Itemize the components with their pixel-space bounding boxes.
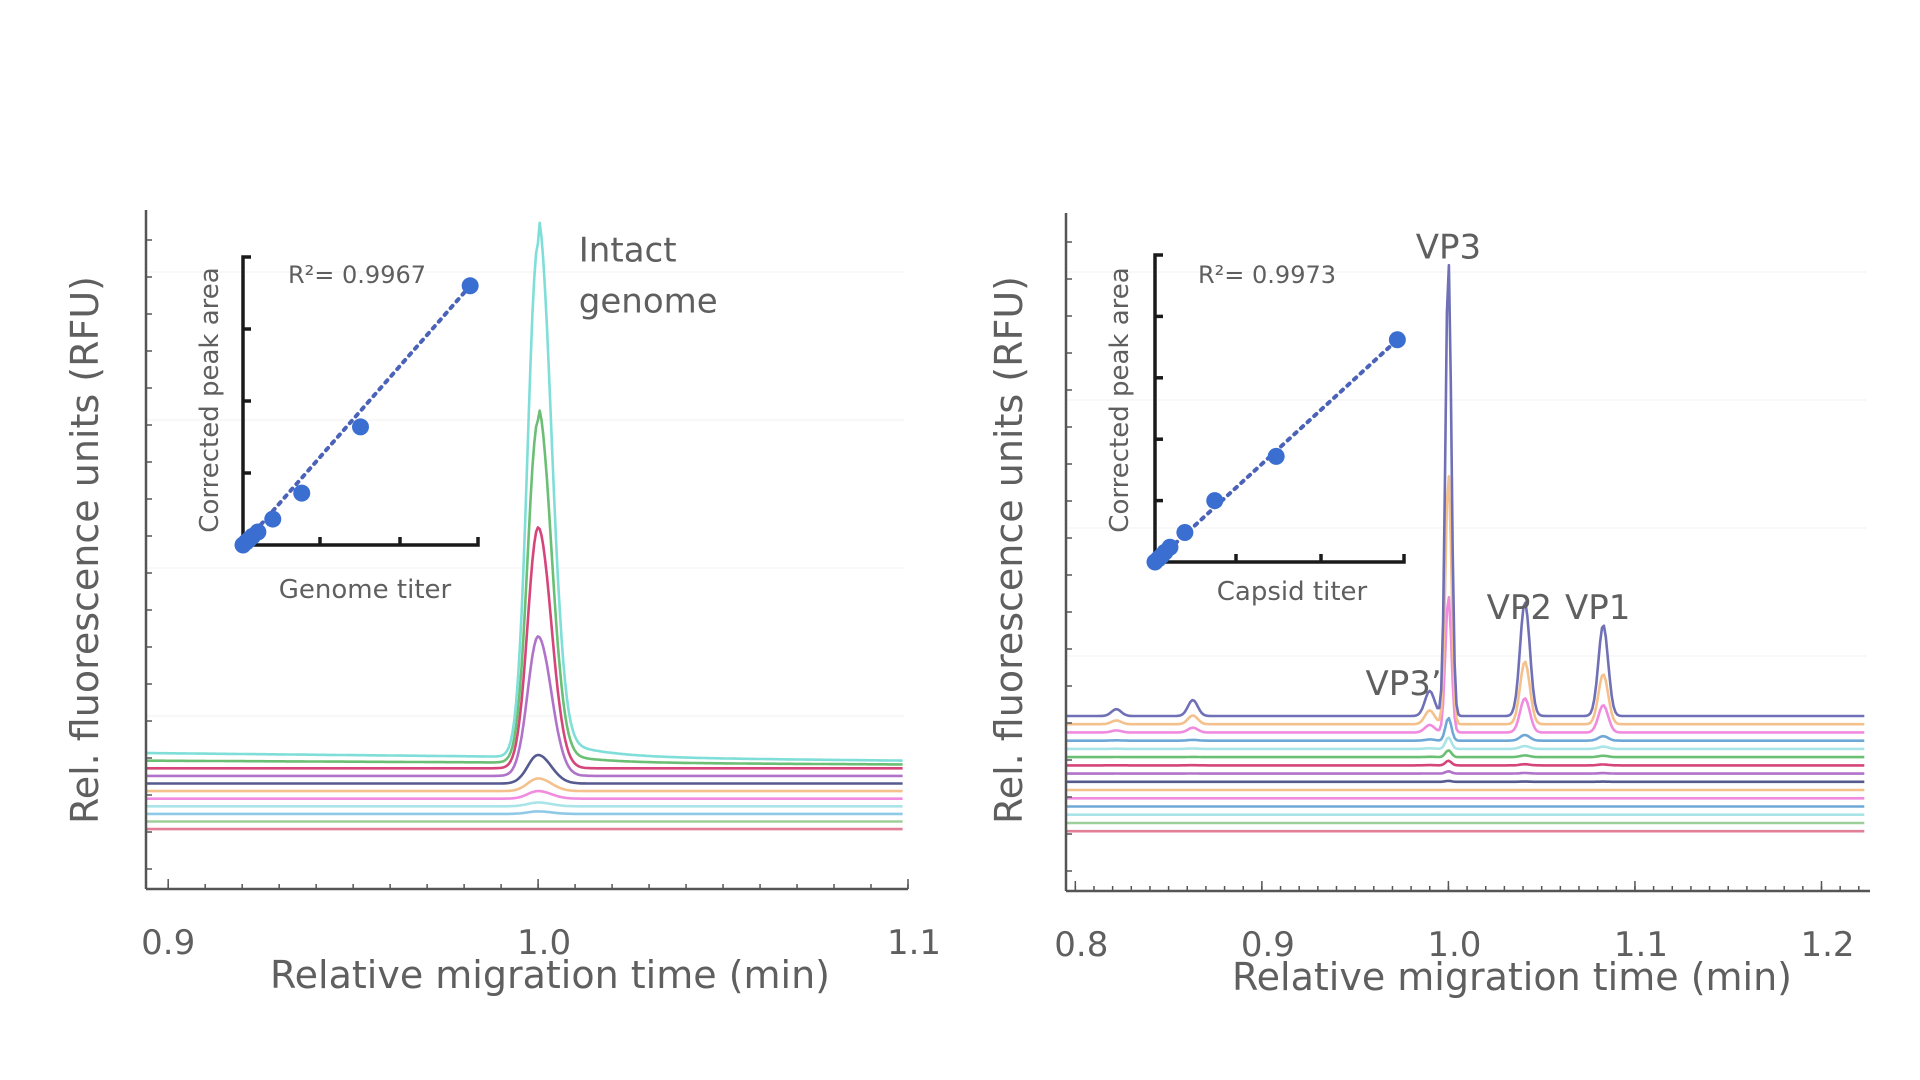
- x-tick-label: 1.2: [1800, 925, 1854, 965]
- inset-point: [1206, 492, 1224, 510]
- x-axis-title: Relative migration time (min): [1232, 955, 1792, 999]
- trace-trace-15: [1066, 263, 1865, 718]
- peak-annotation: VP2: [1487, 588, 1552, 628]
- trace-trace-8: [1066, 770, 1865, 775]
- gridlines: [1066, 271, 1866, 657]
- peak-annotation: Intact: [579, 231, 677, 271]
- inset-fit-line: [241, 283, 473, 547]
- x-tick-labels: 0.9 1.0 1.1: [141, 923, 941, 963]
- inset-axes: [1153, 253, 1406, 564]
- calibration-inset: R²= 0.9967 Genome titer Corrected peak are…: [195, 255, 480, 605]
- inset-point: [461, 277, 479, 295]
- inset-y-label: Corrected peak area: [1105, 267, 1135, 532]
- trace-trace-7: [1066, 779, 1865, 784]
- x-tick-label: 1.0: [517, 923, 571, 963]
- x-tick-label: 1.1: [887, 923, 941, 963]
- x-tick-label: 0.8: [1054, 925, 1108, 965]
- trace-trace-10: [146, 409, 903, 766]
- peak-annotation: VP3: [1416, 227, 1481, 267]
- trace-trace-7: [146, 753, 903, 785]
- trace-trace-6: [146, 777, 903, 793]
- x-tick-labels: 0.8 0.9 1.0 1.1 1.2: [1054, 925, 1854, 965]
- y-axis-title: Rel. fluorescence units (RFU): [987, 276, 1031, 824]
- x-axis-title: Relative migration time (min): [270, 953, 830, 997]
- trace-trace-11: [145, 221, 903, 762]
- r-squared-label: R²= 0.9973: [1198, 261, 1336, 289]
- x-tick-label: 1.1: [1614, 925, 1668, 965]
- genome-chart: 0.9 1.0 1.1 Relative migration time (min) …: [63, 210, 941, 997]
- trace-trace-12: [1066, 716, 1865, 742]
- y-ticks: [1066, 241, 1072, 872]
- traces: [145, 221, 903, 831]
- x-ticks: [1074, 881, 1860, 891]
- x-tick-label: 1.0: [1427, 925, 1481, 965]
- inset-point: [293, 484, 311, 502]
- trace-trace-10: [1066, 749, 1865, 759]
- trace-trace-14: [1066, 475, 1865, 726]
- trace-trace-9: [146, 526, 903, 770]
- peak-annotation: VP3’: [1366, 664, 1442, 704]
- inset-x-label: Capsid titer: [1217, 577, 1368, 607]
- annotations: VP3 VP3’ VP2 VP1: [1366, 227, 1631, 704]
- trace-trace-13: [1066, 595, 1865, 734]
- x-tick-label: 0.9: [1241, 925, 1295, 965]
- inset-point: [1161, 538, 1179, 556]
- capsid-chart: 0.8 0.9 1.0 1.1 1.2 Relative migration time …: [987, 213, 1870, 999]
- inset-point: [352, 418, 369, 436]
- inset-y-label: Corrected peak area: [195, 267, 225, 532]
- trace-trace-8: [146, 635, 903, 778]
- inset-point: [1267, 447, 1285, 465]
- y-ticks: [146, 239, 152, 870]
- inset-point: [249, 523, 267, 541]
- r-squared-label: R²= 0.9967: [288, 261, 426, 289]
- traces: [1066, 263, 1865, 833]
- trace-trace-5: [146, 789, 903, 800]
- inset-point: [264, 510, 282, 528]
- calibration-inset: R²= 0.9973 Capsid titer Corrected peak are…: [1105, 253, 1406, 607]
- peak-annotation: genome: [579, 281, 718, 321]
- inset-x-label: Genome titer: [279, 575, 452, 605]
- x-ticks: [167, 879, 909, 889]
- annotations: Intact genome: [579, 231, 718, 322]
- x-tick-label: 0.9: [141, 923, 195, 963]
- trace-trace-9: [1066, 759, 1865, 767]
- peak-annotation: VP1: [1565, 588, 1630, 628]
- trace-trace-4: [146, 801, 903, 808]
- trace-trace-11: [1066, 736, 1865, 751]
- y-axis-title: Rel. fluorescence units (RFU): [63, 276, 107, 824]
- inset-point: [1388, 331, 1406, 349]
- inset-point: [1176, 524, 1194, 542]
- trace-trace-3: [146, 810, 903, 816]
